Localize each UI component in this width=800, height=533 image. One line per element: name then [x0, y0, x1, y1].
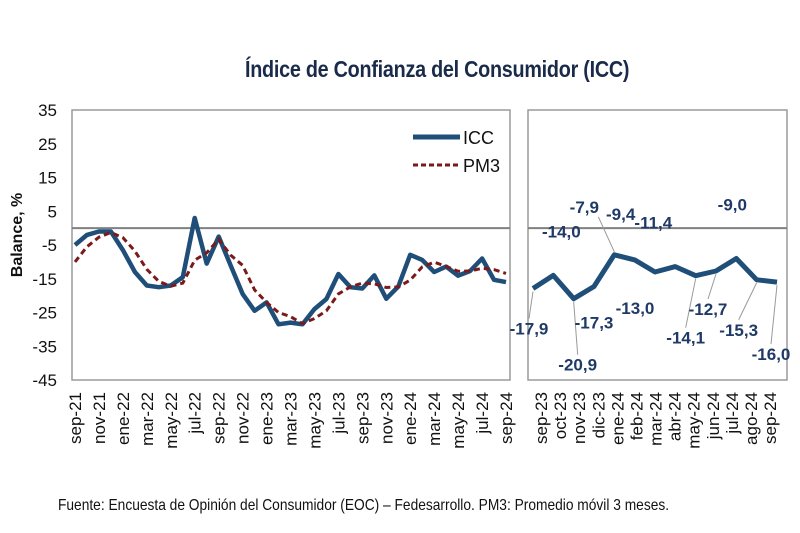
chart-title: Índice de Confianza del Consumidor (ICC)	[245, 56, 630, 82]
x-tick-label: ene-24	[401, 392, 420, 445]
x-tick-label: jun-24	[704, 392, 723, 440]
y-tick-label: 25	[38, 135, 57, 154]
x-tick-label: mar-23	[282, 392, 301, 446]
x-tick-label: sep-24	[761, 392, 780, 444]
x-tick-label: dic-23	[589, 392, 608, 438]
legend-icc-label: ICC	[463, 128, 494, 148]
x-tick-label: mar-22	[138, 392, 157, 446]
data-label-leader-line	[738, 282, 758, 320]
y-axis-label: Balance, %	[9, 193, 26, 277]
x-tick-label: abr-24	[666, 392, 685, 441]
x-tick-label: nov-22	[234, 392, 253, 444]
data-label-leader-line	[528, 291, 534, 319]
y-tick-label: -45	[32, 371, 57, 390]
data-label-leader-line	[770, 285, 778, 345]
x-tick-label: oct-23	[551, 392, 570, 439]
y-tick-label: -25	[32, 304, 57, 323]
x-tick-label: sep-22	[210, 392, 229, 444]
y-tick-label: 15	[38, 169, 57, 188]
data-label-leader-line	[573, 301, 579, 355]
data-label: -12,7	[689, 300, 728, 319]
x-tick-label: may-24	[449, 392, 468, 449]
y-tick-label: 5	[48, 202, 57, 221]
data-label: -15,3	[719, 321, 758, 340]
data-label: -17,9	[510, 320, 549, 339]
data-label: -9,4	[606, 205, 636, 224]
x-tick-label: sep-23	[532, 392, 551, 444]
left-panel: 35 25 15 5 -5 -15 -25 -35 -45 Balance, % sep-21 nov…	[9, 101, 516, 449]
legend-pm3-label: PM3	[463, 156, 500, 176]
x-tick-label: ene-23	[258, 392, 277, 445]
data-label: -17,3	[575, 314, 614, 333]
x-tick-label: jul-23	[329, 392, 348, 435]
data-label: -7,9	[570, 198, 599, 217]
data-label-leader-line	[597, 216, 615, 252]
x-tick-label: mar-24	[425, 392, 444, 446]
x-tick-label: sep-23	[353, 392, 372, 444]
data-label: -14,0	[542, 222, 581, 241]
x-tick-label: jul-24	[723, 392, 742, 435]
icc-series-line	[531, 252, 778, 302]
data-label: -20,9	[558, 356, 597, 375]
x-tick-label: jul-24	[473, 392, 492, 435]
x-tick-label: may-22	[162, 392, 181, 449]
y-tick-label: 35	[38, 101, 57, 120]
y-tick-label: -35	[32, 337, 57, 356]
x-tick-label: ene-22	[114, 392, 133, 445]
x-tick-label: nov-23	[570, 392, 589, 444]
icc-series-line	[73, 215, 507, 327]
data-label: -11,4	[634, 214, 672, 233]
data-label: -14,1	[666, 329, 705, 348]
data-label: -9,0	[718, 196, 747, 215]
x-tick-label: jul-22	[186, 392, 205, 435]
left-plot-frame	[71, 109, 511, 381]
x-tick-label: ago-24	[742, 392, 761, 445]
x-tick-label: sep-24	[497, 392, 516, 444]
x-tick-label: mar-24	[647, 392, 666, 446]
source-footnote: Fuente: Encuesta de Opinión del Consumid…	[58, 497, 670, 514]
x-tick-label: ene-24	[608, 392, 627, 445]
x-tick-label: may-24	[685, 392, 704, 449]
x-tick-label: sep-21	[66, 392, 85, 444]
x-tick-label: feb-24	[627, 392, 646, 440]
x-tick-label: nov-21	[90, 392, 109, 444]
x-tick-label: nov-23	[377, 392, 396, 444]
data-label: -13,0	[616, 299, 655, 318]
data-label-leader-line	[707, 273, 717, 300]
right-plot-frame	[527, 109, 788, 381]
data-label-leader-line	[685, 278, 697, 328]
y-tick-label: -15	[32, 270, 57, 289]
right-panel: sep-23 oct-23 nov-23 dic-23 ene-24 feb-24 mar-…	[510, 109, 791, 449]
y-tick-label: -5	[42, 236, 57, 255]
x-tick-label: may-23	[305, 392, 324, 449]
data-label: -16,0	[752, 345, 791, 364]
